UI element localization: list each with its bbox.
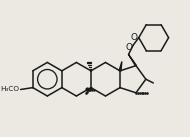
Polygon shape bbox=[128, 54, 136, 66]
Text: O: O bbox=[125, 43, 132, 52]
Text: O: O bbox=[131, 33, 138, 42]
Text: H₃CO: H₃CO bbox=[1, 86, 20, 92]
Polygon shape bbox=[119, 62, 122, 71]
